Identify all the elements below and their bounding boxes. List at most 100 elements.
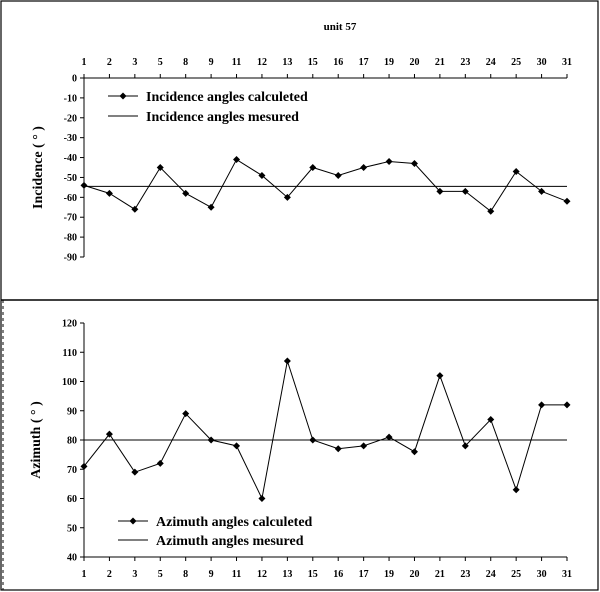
y-tick-label: -20 (64, 113, 77, 124)
x-tick-label: 23 (460, 569, 470, 580)
legend-label: Incidence angles mesured (146, 110, 299, 125)
data-point (436, 372, 444, 380)
y-tick-label: 40 (67, 553, 77, 564)
chart-title: unit 57 (324, 21, 357, 33)
data-point (156, 164, 164, 171)
x-tick-label: 12 (257, 57, 267, 68)
x-tick-label: 9 (209, 57, 214, 68)
data-point (131, 205, 139, 213)
x-tick-label: 21 (435, 57, 445, 68)
data-point (207, 203, 215, 211)
data-point (538, 401, 546, 409)
data-point (283, 193, 291, 201)
legend-marker (129, 517, 137, 525)
data-point (309, 164, 317, 171)
x-tick-label: 19 (384, 569, 394, 580)
data-point (80, 181, 88, 189)
data-point (512, 486, 520, 494)
data-point (182, 189, 190, 197)
x-tick-label: 21 (435, 569, 445, 580)
x-tick-label: 1 (82, 57, 87, 68)
y-tick-label: 110 (63, 348, 77, 359)
x-tick-label: 8 (183, 569, 188, 580)
data-point (436, 187, 444, 195)
x-tick-label: 31 (562, 569, 572, 580)
y-tick-label: 70 (67, 465, 77, 476)
x-tick-label: 2 (107, 569, 112, 580)
x-tick-label: 11 (232, 57, 241, 68)
x-tick-label: 9 (209, 569, 214, 580)
data-point (131, 468, 139, 476)
x-tick-label: 24 (486, 57, 496, 68)
y-tick-label: 90 (67, 406, 77, 417)
x-tick-label: 5 (158, 57, 163, 68)
data-point (360, 442, 368, 450)
data-point (105, 430, 113, 438)
data-point (334, 445, 342, 453)
data-point (487, 416, 495, 424)
data-point (156, 459, 164, 467)
x-tick-label: 1 (82, 569, 87, 580)
y-tick-label: 80 (67, 436, 77, 447)
data-point (233, 442, 241, 450)
legend-label: Azimuth angles calculeted (156, 515, 313, 530)
x-tick-label: 16 (333, 57, 343, 68)
data-point (563, 197, 571, 205)
y-axis-label: Azimuth ( ° ) (29, 401, 44, 479)
x-tick-label: 16 (333, 569, 343, 580)
series-line (83, 360, 567, 501)
data-point (512, 167, 520, 175)
x-tick-label: 3 (132, 569, 137, 580)
data-point (80, 462, 88, 470)
y-tick-label: -60 (64, 193, 77, 204)
x-tick-label: 13 (282, 57, 292, 68)
x-tick-label: 11 (232, 569, 241, 580)
y-tick-label: -90 (64, 253, 77, 264)
y-tick-label: 100 (62, 377, 77, 388)
incidence-chart: 0-10-20-30-40-50-60-70-80-901 2 3 5 8 9 11 12 13… (31, 57, 572, 264)
x-tick-label: 5 (158, 569, 163, 580)
y-tick-label: 60 (67, 494, 77, 505)
data-point (461, 187, 469, 195)
x-tick-label: 30 (537, 569, 547, 580)
data-point (538, 187, 546, 195)
x-tick-label: 30 (537, 57, 547, 68)
y-tick-label: -30 (64, 133, 77, 144)
x-tick-label: 2 (107, 57, 112, 68)
x-tick-label: 31 (562, 57, 572, 68)
data-point (410, 160, 418, 168)
data-point (563, 401, 571, 409)
series-line (83, 158, 568, 212)
x-tick-label: 12 (257, 569, 267, 580)
data-point (182, 410, 190, 418)
y-tick-label: -80 (64, 233, 77, 244)
y-axis-label: Incidence ( ° ) (31, 126, 46, 209)
x-tick-label: 17 (359, 57, 369, 68)
y-tick-label: 120 (62, 319, 77, 330)
data-point (487, 207, 495, 215)
x-tick-label: 20 (409, 57, 419, 68)
data-point (461, 442, 469, 450)
x-tick-label: 15 (308, 57, 318, 68)
x-tick-label: 20 (409, 569, 419, 580)
y-tick-label: 50 (67, 523, 77, 534)
y-tick-label: -10 (64, 93, 77, 104)
x-tick-label: 25 (511, 57, 521, 68)
data-point (360, 164, 368, 171)
x-tick-label: 3 (132, 57, 137, 68)
x-tick-label: 23 (460, 57, 470, 68)
data-point (385, 158, 393, 166)
data-point (410, 448, 418, 456)
data-point (334, 171, 342, 179)
legend-label: Incidence angles calculeted (146, 90, 308, 105)
x-tick-label: 24 (486, 569, 496, 580)
y-tick-label: 0 (72, 74, 77, 85)
legend-marker (119, 92, 127, 100)
x-tick-label: 8 (183, 57, 188, 68)
data-point (233, 156, 241, 164)
y-tick-label: -50 (64, 173, 77, 184)
x-tick-label: 19 (384, 57, 394, 68)
